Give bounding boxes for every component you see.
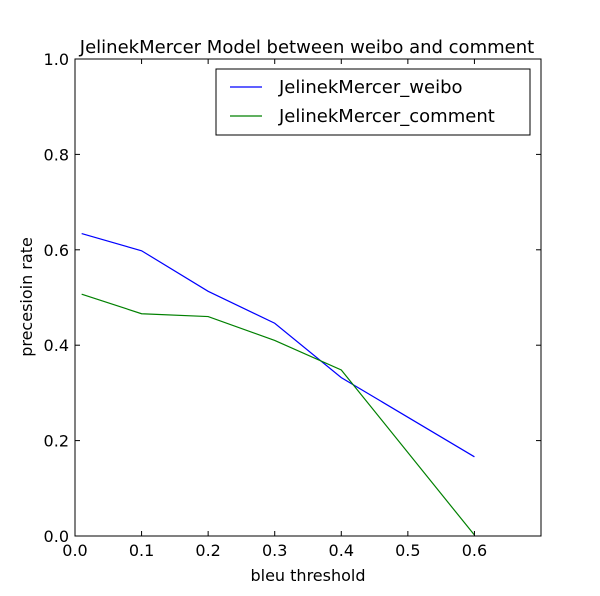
legend-label-weibo: JelinekMercer_weibo [278,77,463,98]
series-layer [81,233,475,536]
series-line-comment [81,293,475,536]
x-tick-label: 0.2 [195,541,220,560]
legend-box [215,68,531,136]
legend-label-comment: JelinekMercer_comment [278,106,495,127]
y-axis-label: precesioin rate [17,237,36,357]
x-tick-label: 0.3 [262,541,287,560]
legend: JelinekMercer_weibo JelinekMercer_commen… [215,68,531,136]
y-tick-label: 0.0 [44,527,69,546]
chart-title: JelinekMercer Model between weibo and co… [79,37,534,58]
y-tick-label: 0.8 [44,145,69,164]
y-tick-label: 0.2 [44,432,69,451]
x-tick-label: 0.1 [129,541,154,560]
plot-frame [74,58,542,537]
y-tick-label: 1.0 [44,50,69,69]
y-tick-label: 0.6 [44,241,69,260]
x-tick-label: 0.4 [329,541,354,560]
y-tick-label: 0.4 [44,336,69,355]
x-tick-label: 0.6 [462,541,487,560]
series-line-weibo [81,233,475,458]
x-axis-label: bleu threshold [250,566,365,585]
x-tick-label: 0.5 [395,541,420,560]
ticks-layer: 0.0 0.1 0.2 0.3 0.4 0.5 0.6 0.0 0.2 0.4 0.6 0.8 1.0 [44,50,541,560]
x-tick-label: 0.0 [62,541,87,560]
